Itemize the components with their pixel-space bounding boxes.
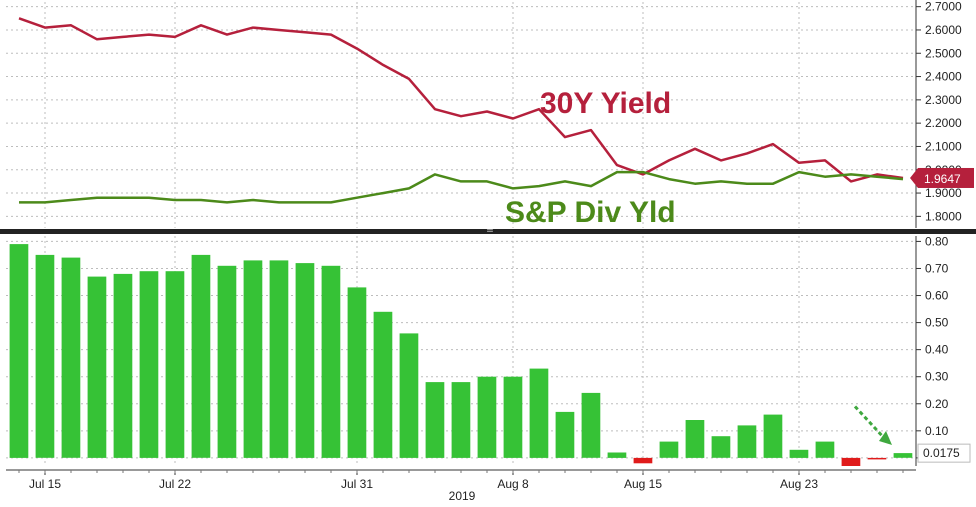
bar [35, 254, 55, 458]
x-tick-label: Aug 15 [624, 477, 662, 491]
bottom-y-tick-label: 0.70 [925, 261, 949, 275]
bar-last-value-tag-bg [917, 443, 971, 463]
last-value-tag-bg [918, 167, 974, 188]
bar [477, 376, 497, 458]
bar [217, 265, 237, 458]
last-value-tag-pointer [910, 167, 918, 188]
bar [841, 457, 861, 466]
bar [139, 271, 159, 458]
bar [763, 414, 783, 458]
top-y-tick-label: 1.9000 [925, 186, 962, 200]
top-y-tick-label: 2.6000 [925, 23, 962, 37]
bar [347, 287, 367, 458]
bar-last-value-label: 0.0175 [923, 446, 960, 460]
series-line-30y-yield [18, 17, 904, 183]
top-y-tick-label: 1.8000 [925, 209, 962, 223]
x-tick-label: Aug 8 [497, 477, 529, 491]
bar [191, 254, 211, 458]
bar [893, 453, 913, 458]
bottom-y-tick-label: 0.30 [925, 370, 949, 384]
bar [737, 425, 757, 458]
x-axis: Jul 15 Jul 22 Jul 31 Aug 8 Aug 15 Aug 23 [6, 469, 916, 491]
bar [113, 273, 133, 458]
top-y-tick-label: 2.1000 [925, 139, 962, 153]
arrow-head [879, 430, 892, 445]
bar [555, 411, 575, 458]
yield-annotation: 30Y Yield [540, 87, 671, 120]
top-y-tick-label: 2.3000 [925, 93, 962, 107]
bottom-y-tick-label: 0.80 [925, 234, 949, 248]
bar [9, 244, 29, 458]
bar [295, 263, 315, 458]
bar [867, 457, 887, 460]
bottom-y-tick-label: 0.20 [925, 397, 949, 411]
bar [503, 376, 523, 458]
x-year-label: 2019 [449, 489, 476, 503]
top-y-tick-label: 2.7000 [925, 0, 962, 14]
bar [529, 368, 549, 458]
bottom-y-tick-label: 0.40 [925, 343, 949, 357]
bar [87, 276, 107, 458]
top-panel: ═1.80001.90002.00002.10002.20002.30002.4… [0, 0, 976, 235]
x-tick-label: Jul 31 [341, 477, 373, 491]
top-y-tick-label: 2.4000 [925, 70, 962, 84]
bar [815, 441, 835, 458]
bar [399, 333, 419, 458]
bottom-panel: 0.000.100.200.300.400.500.600.700.800.01… [6, 234, 971, 466]
series-line-sp-div-yld [19, 170, 904, 204]
x-tick-label: Jul 22 [159, 477, 191, 491]
bar [243, 260, 263, 458]
bar [789, 449, 809, 458]
bar [633, 457, 653, 464]
bar [581, 392, 601, 458]
div-annotation: S&P Div Yld [505, 196, 676, 229]
bar [61, 257, 81, 458]
bar [711, 436, 731, 458]
top-y-tick-label: 2.2000 [925, 116, 962, 130]
bottom-y-tick-label: 0.50 [925, 316, 949, 330]
top-y-tick-label: 2.5000 [925, 46, 962, 60]
bar [321, 265, 341, 458]
bottom-y-tick-label: 0.60 [925, 289, 949, 303]
bottom-y-tick-label: 0.10 [925, 424, 949, 438]
arrow-shaft [853, 405, 887, 440]
bar [425, 382, 445, 458]
bar [373, 311, 393, 458]
bar [165, 271, 185, 458]
bar [451, 382, 471, 458]
x-tick-label: Jul 15 [29, 477, 61, 491]
panel-divider [0, 229, 976, 234]
bar [607, 452, 627, 458]
x-tick-label: Aug 23 [780, 477, 818, 491]
divider-grip: ═ [486, 226, 493, 235]
bar [269, 260, 289, 458]
last-value-label-30y: 1.9647 [924, 172, 961, 186]
bar [685, 420, 705, 458]
bar [659, 441, 679, 458]
